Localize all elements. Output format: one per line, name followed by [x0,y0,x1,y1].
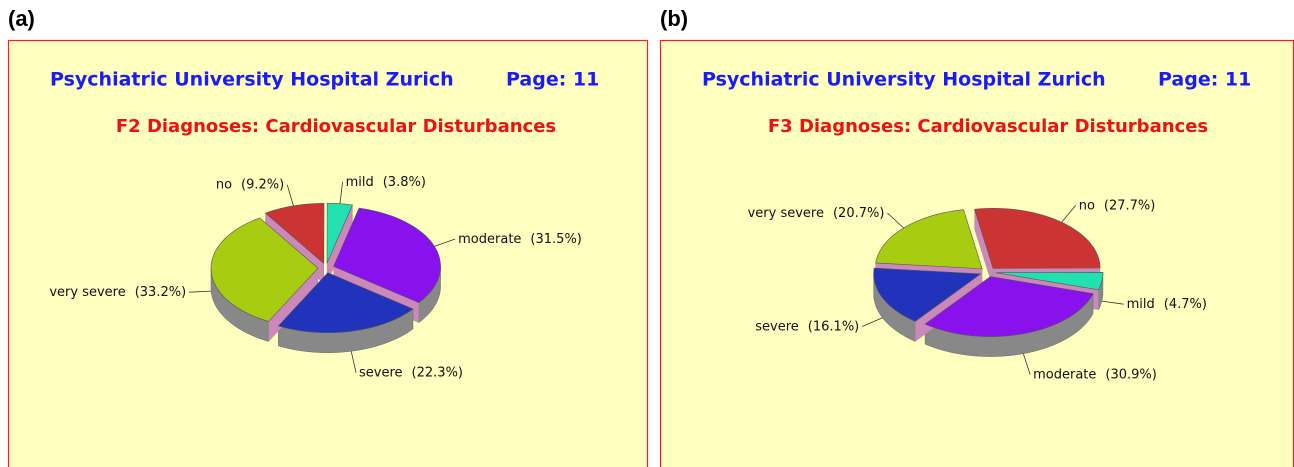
leader-line [1061,205,1077,223]
page-number: Page: 11 [1158,69,1251,91]
slice-value: (3.8%) [383,174,426,189]
slice-value: (9.2%) [241,177,284,192]
header: Psychiatric University Hospital Zurich [50,69,454,91]
slice-category: moderate [458,232,521,247]
leader-line [434,238,456,247]
slice-value: (33.2%) [135,285,186,300]
panel-label: (a) [8,6,35,31]
slice-value: (22.3%) [412,365,463,380]
slice-label: very severe (20.7%) [748,206,885,221]
slice-category: very severe [49,285,125,300]
leader-line [862,317,883,327]
slice-label: very severe (33.2%) [49,285,186,300]
slice-label: mild (3.8%) [346,174,426,189]
leader-line [339,181,343,204]
slice-label: severe (22.3%) [359,365,463,380]
pie-slice [277,272,414,333]
chart-title: F2 Diagnoses: Cardiovascular Disturbance… [116,116,556,137]
slice-value: (27.7%) [1104,198,1155,213]
page-number: Page: 11 [506,69,599,91]
pie-slice [210,217,319,322]
slice-category: severe [755,319,799,334]
leader-line [887,212,904,229]
chart-title: F3 Diagnoses: Cardiovascular Disturbance… [768,116,1208,137]
pie-slice [924,276,1094,337]
leader-line [350,351,357,373]
slice-label: moderate (31.5%) [458,232,582,247]
slice-value: (31.5%) [530,232,581,247]
slice-category: severe [359,365,403,380]
slice-category: very severe [748,206,824,221]
pie: no (27.7%) mild (4.7%) moderate (30.9%) severe… [748,198,1207,382]
slice-value: (30.9%) [1105,367,1156,382]
panel-label: (b) [660,6,688,31]
pie-slice [326,202,353,264]
pie-slice [995,271,1104,291]
leader-line [189,290,212,293]
slice-value: (20.7%) [833,206,884,221]
leader-line [1101,300,1124,305]
slice-label: mild (4.7%) [1127,297,1207,312]
header: Psychiatric University Hospital Zurich [702,69,1106,91]
pie-slice [873,267,982,322]
slice-category: no [1079,198,1095,213]
pie: no (9.2%) mild (3.8%) moderate (31.5%) severe (… [49,174,582,380]
slice-category: mild [346,174,374,189]
slice-value: (16.1%) [808,319,859,334]
slice-label: moderate (30.9%) [1033,367,1157,382]
slice-label: severe (16.1%) [755,319,859,334]
slice-category: no [216,177,232,192]
leader-line [286,184,294,206]
slice-category: mild [1127,297,1155,312]
slice-label: no (9.2%) [216,177,284,192]
leader-line [1022,353,1031,375]
slice-value: (4.7%) [1164,297,1207,312]
slice-category: moderate [1033,367,1096,382]
slice-label: no (27.7%) [1079,198,1156,213]
